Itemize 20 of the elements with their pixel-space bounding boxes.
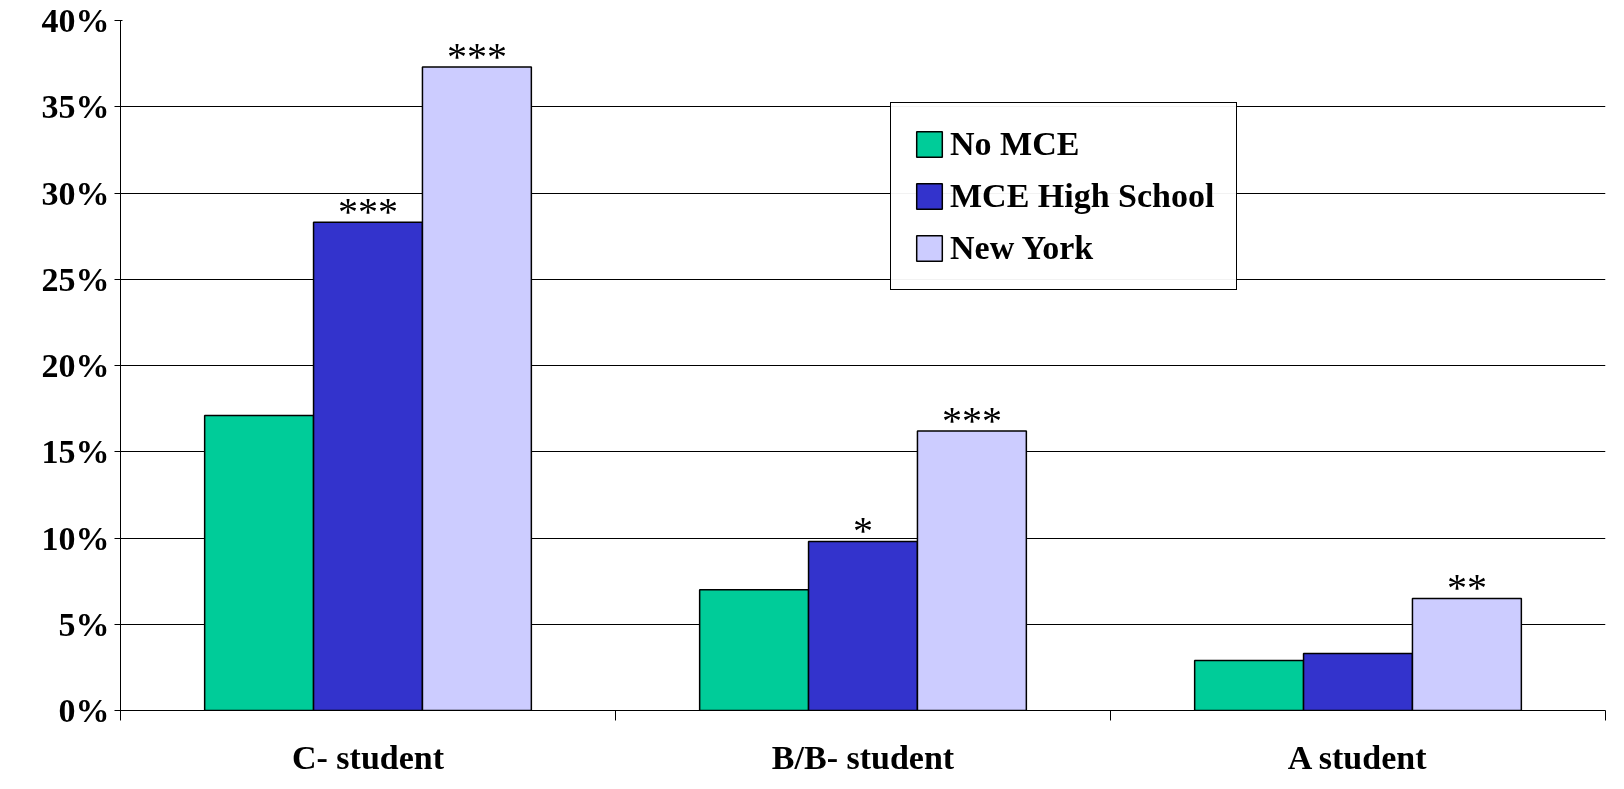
data-label: *** bbox=[446, 34, 507, 80]
data-label: *** bbox=[941, 398, 1002, 444]
y-tick-label: 5% bbox=[58, 605, 110, 643]
legend-label: No MCE bbox=[950, 125, 1080, 163]
data-label: * bbox=[853, 508, 873, 554]
data-label: *** bbox=[338, 189, 398, 235]
y-tick-label: 20% bbox=[41, 347, 110, 384]
y-tick-label: 25% bbox=[41, 260, 110, 298]
y-tick-label: 35% bbox=[41, 88, 110, 126]
x-tick-label: B/B- student bbox=[771, 738, 955, 776]
y-tick-label: 0% bbox=[58, 692, 110, 729]
legend-label: New York bbox=[950, 229, 1094, 267]
y-tick-label: 10% bbox=[41, 519, 110, 557]
y-tick-label: 30% bbox=[41, 174, 110, 212]
x-tick-label: A student bbox=[1287, 738, 1428, 776]
y-tick-label: 40% bbox=[41, 2, 110, 39]
data-label: ** bbox=[1446, 565, 1487, 611]
x-tick-label: C- student bbox=[291, 738, 445, 776]
legend-label: MCE High School bbox=[950, 177, 1215, 215]
y-tick-label: 15% bbox=[41, 433, 110, 471]
